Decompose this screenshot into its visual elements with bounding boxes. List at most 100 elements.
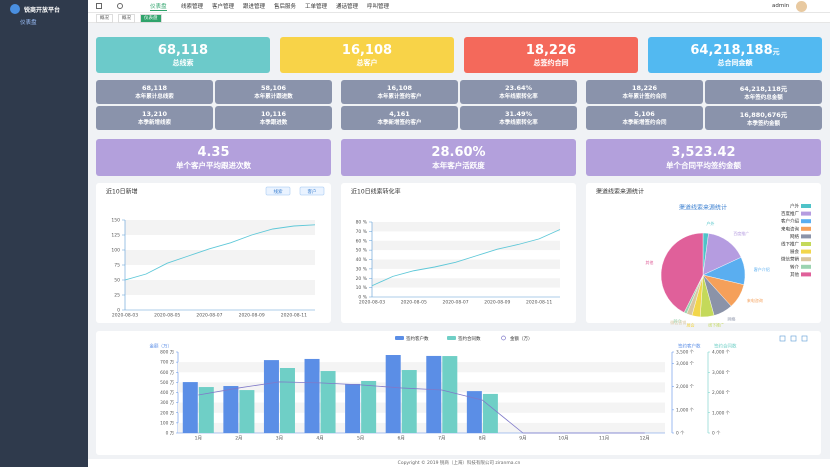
slice-label: 微信营销: [670, 319, 686, 325]
legend-label[interactable]: 来电咨询: [781, 225, 799, 232]
toolbox-icon[interactable]: [779, 335, 786, 342]
legend-swatch[interactable]: [801, 204, 811, 208]
stat-card: 23.64% 本年线索转化率: [460, 80, 577, 104]
summary-value: 68,118: [158, 43, 208, 58]
y-tick-label: 30 %: [356, 266, 368, 272]
slice-label: 线下推广: [708, 322, 724, 328]
legend-swatch[interactable]: [447, 336, 456, 340]
grid-band: [372, 259, 560, 269]
grid-band: [372, 240, 560, 251]
legend-swatch[interactable]: [501, 335, 506, 341]
user-name[interactable]: admin: [772, 3, 790, 9]
legend-label[interactable]: 金额（万）: [510, 335, 533, 342]
legend-swatch[interactable]: [801, 272, 811, 277]
y-tick-label: 70 %: [356, 229, 368, 235]
summary-unit: 元: [772, 47, 780, 56]
y-tick-label: 3,500 个: [676, 350, 695, 356]
legend-label[interactable]: 客户介绍: [781, 218, 799, 225]
breadcrumb[interactable]: 仪表盘: [140, 14, 162, 23]
legend-label[interactable]: 网络: [790, 233, 799, 240]
stat-card: 31.49% 本季线索转化率: [460, 106, 577, 130]
y-tick-label: 2,000 个: [676, 384, 695, 390]
legend-swatch[interactable]: [395, 336, 404, 340]
nav-tab[interactable]: 售后服务: [274, 4, 297, 10]
legend-label[interactable]: 百度推广: [781, 210, 799, 217]
legend-label[interactable]: 线下推广: [781, 241, 799, 248]
legend-swatch[interactable]: [801, 219, 811, 224]
menu-item[interactable]: 仪表盘: [20, 20, 37, 26]
footer: Copyright © 2019 锐商（上海）科技有限公司 ziranma.cn: [397, 461, 521, 466]
legend-swatch[interactable]: [801, 211, 811, 216]
legend-swatch[interactable]: [801, 234, 811, 239]
nav-icon: [96, 3, 102, 9]
x-tick-label: 2月: [235, 436, 242, 442]
bar: [345, 383, 361, 433]
y-tick-label: 20 %: [356, 276, 368, 282]
legend-swatch[interactable]: [801, 257, 811, 262]
legend-swatch[interactable]: [801, 226, 811, 231]
legend-label[interactable]: 微信营销: [781, 256, 799, 263]
nav-tab[interactable]: 通话管理: [336, 4, 359, 10]
summary-number: 64,218,188: [690, 42, 773, 58]
chart-button[interactable]: [299, 186, 325, 196]
bar: [304, 358, 320, 433]
stat-value: 16,880,676元: [739, 111, 788, 119]
toolbox-icon[interactable]: [801, 335, 808, 342]
nav-tab[interactable]: 线索管理: [181, 4, 204, 10]
stat-value: 31.49%: [504, 110, 533, 118]
x-tick-label: 5月: [357, 436, 364, 442]
nav-tab[interactable]: 客户管理: [212, 4, 235, 10]
summary-number: 16,108: [341, 42, 393, 58]
legend-label[interactable]: 签约客户数: [406, 335, 429, 342]
bar: [223, 386, 239, 433]
legend-label[interactable]: 转介: [790, 263, 799, 270]
avatar: [796, 1, 807, 12]
y-tick-label: 125: [111, 233, 120, 239]
y-tick-label: 0: [117, 308, 120, 314]
summary-label: 总线索: [172, 58, 194, 67]
grid-band: [178, 402, 665, 413]
chart-button[interactable]: [265, 186, 291, 196]
stat-card: 64,218,118元 本年签约总金额: [705, 80, 822, 104]
y-tick-label: 60 %: [356, 238, 368, 244]
legend-swatch[interactable]: [801, 242, 811, 246]
x-tick-label: 8月: [479, 436, 486, 442]
grid-band: [178, 362, 665, 373]
legend-label[interactable]: 展会: [790, 248, 799, 255]
grid-band: [178, 422, 665, 433]
legend-label[interactable]: 其他: [790, 271, 799, 278]
toolbox-icon[interactable]: [790, 335, 797, 342]
nav-tab[interactable]: 跟进管理: [243, 4, 266, 10]
legend-label[interactable]: 户外: [790, 203, 799, 210]
legend-label[interactable]: 签约合同数: [458, 335, 481, 342]
breadcrumb[interactable]: 概况: [96, 14, 113, 23]
x-tick-label: 2020-08-11: [281, 313, 307, 319]
chart-title: 近10日新增: [106, 188, 138, 196]
bar: [263, 360, 279, 433]
stat-card: 13,210 本季新增线索: [96, 106, 213, 130]
axis-title: 签约合同数: [714, 343, 737, 350]
stat-value: 23.64%: [504, 84, 533, 92]
chart-button-label[interactable]: 线索: [274, 188, 283, 195]
nav-tab[interactable]: 工单管理: [305, 4, 328, 10]
nav-tab[interactable]: 呼叫管理: [367, 4, 390, 10]
chart-button-label[interactable]: 客户: [308, 188, 317, 195]
chart-card: [96, 331, 821, 455]
stat-label: 本年累计签约合同: [622, 94, 667, 100]
y-tick-label: 0 %: [358, 295, 367, 301]
nav-tab-active[interactable]: 仪表盘: [150, 4, 167, 11]
bar: [239, 390, 255, 433]
legend-swatch[interactable]: [801, 264, 811, 269]
slice-label: 展会: [687, 321, 695, 327]
stat-label: 本季新增签约客户: [377, 120, 422, 126]
x-tick-label: 4月: [316, 436, 323, 442]
stat-label: 本季新增线索: [137, 120, 171, 126]
summary-card: 68,118 总线索: [96, 37, 270, 73]
breadcrumb[interactable]: 概况: [118, 14, 135, 23]
sidebar: [0, 0, 88, 467]
x-tick-label: 12月: [640, 436, 650, 442]
average-card: 4.35 单个客户平均跟进次数: [96, 139, 331, 176]
x-tick-label: 10月: [558, 436, 568, 442]
line-series: [198, 381, 645, 434]
legend-swatch[interactable]: [801, 249, 811, 254]
